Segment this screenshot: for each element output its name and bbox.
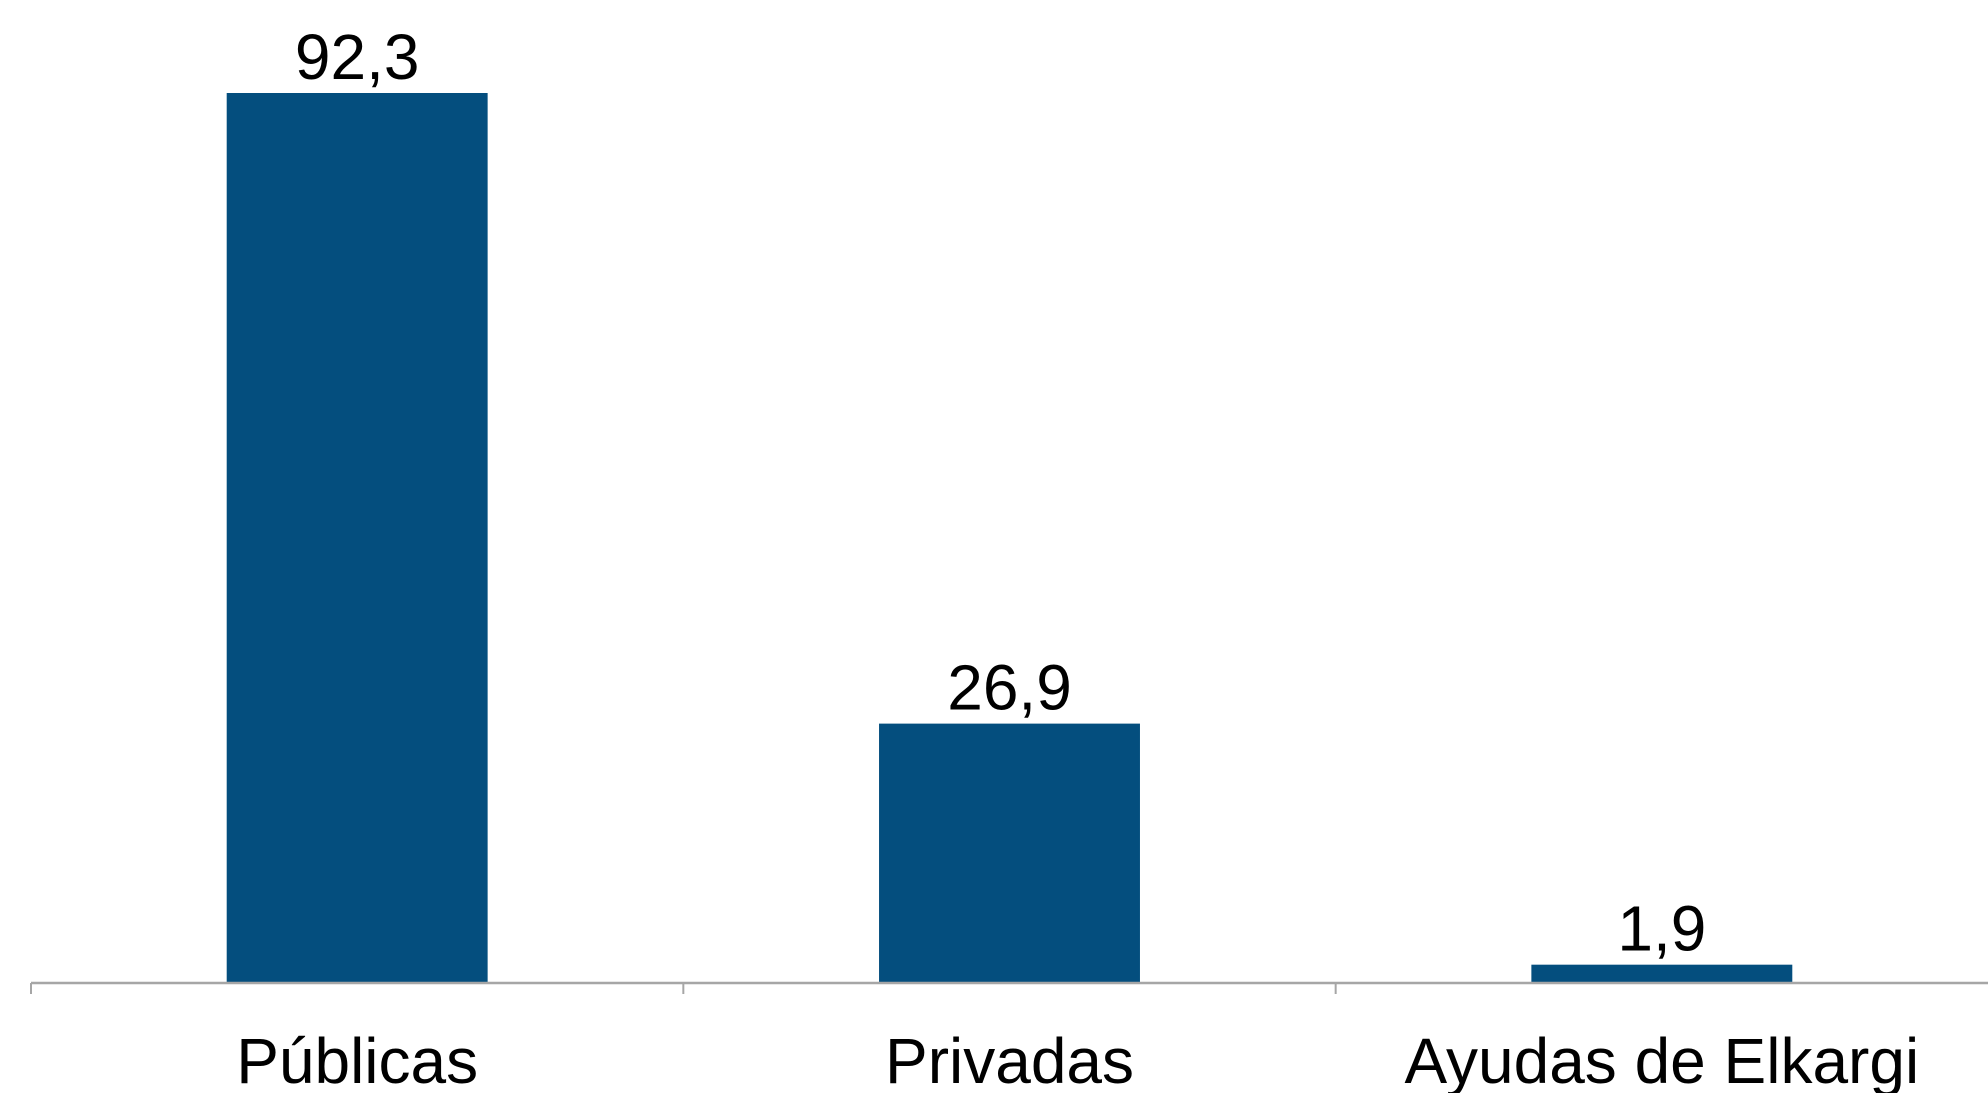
bar-1 — [879, 723, 1140, 983]
category-label-1: Privadas — [885, 1025, 1134, 1093]
data-label-1: 26,9 — [947, 652, 1072, 724]
bar-0 — [226, 93, 488, 983]
x-axis-ticks — [30, 983, 1337, 994]
data-label-0: 92,3 — [295, 21, 420, 93]
data-label-2: 1,9 — [1617, 893, 1706, 965]
category-labels-group: Públicas Privadas Ayudas de Elkargi — [236, 1025, 1919, 1093]
bars-group — [226, 93, 1793, 983]
category-label-2: Ayudas de Elkargi — [1404, 1025, 1919, 1093]
category-label-0: Públicas — [236, 1025, 478, 1093]
bar-2 — [1531, 964, 1793, 983]
value-labels-group: 92,3 26,9 1,9 — [295, 21, 1706, 965]
